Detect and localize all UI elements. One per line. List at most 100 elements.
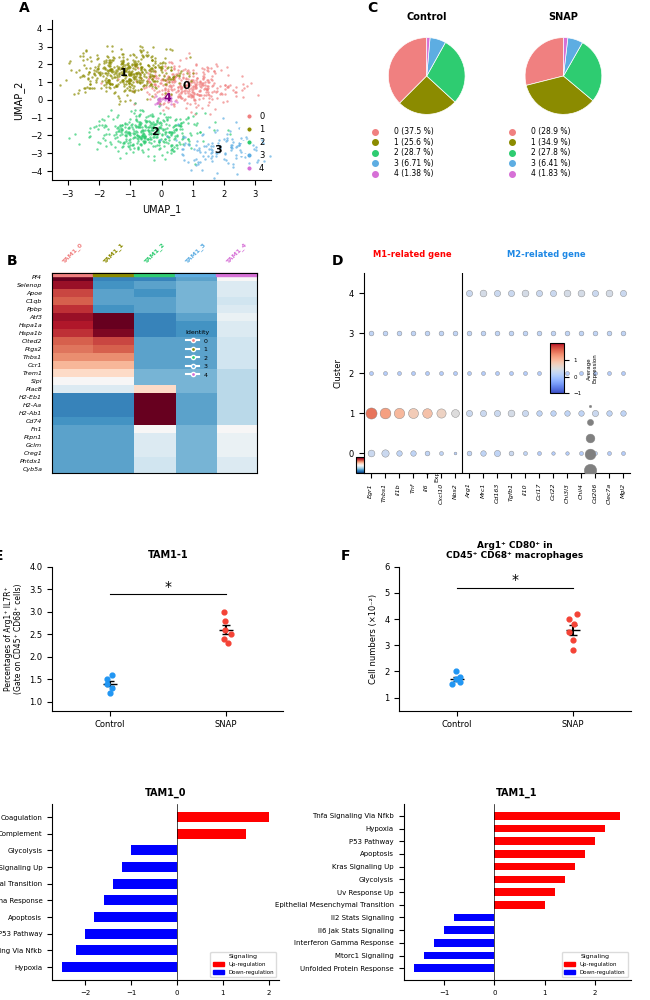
Point xyxy=(96,117,107,133)
Point xyxy=(105,56,116,72)
Point xyxy=(176,79,187,95)
Point xyxy=(188,88,199,104)
Point xyxy=(137,49,148,65)
Text: M2-related gene: M2-related gene xyxy=(507,250,586,259)
Point xyxy=(100,83,110,99)
Point xyxy=(127,119,137,135)
Point xyxy=(120,115,131,131)
Point xyxy=(436,445,446,461)
Point xyxy=(176,141,187,157)
Point xyxy=(131,59,142,75)
Point xyxy=(126,72,136,88)
Point xyxy=(158,90,168,106)
Point xyxy=(492,365,502,381)
Point xyxy=(86,80,97,96)
Point xyxy=(101,74,112,90)
Point xyxy=(148,129,159,145)
Point xyxy=(209,63,220,79)
Point xyxy=(55,77,66,93)
Point xyxy=(153,70,163,86)
Point xyxy=(220,145,230,161)
Point xyxy=(101,138,111,154)
Point xyxy=(195,83,205,99)
Point xyxy=(120,60,130,76)
Point xyxy=(114,93,125,109)
Point xyxy=(114,117,125,133)
Point xyxy=(209,83,219,99)
Point xyxy=(202,59,213,75)
Point xyxy=(183,83,194,99)
Point xyxy=(144,119,154,135)
Point xyxy=(146,135,156,151)
Point xyxy=(104,54,114,70)
Point xyxy=(155,93,165,109)
Point xyxy=(130,61,140,77)
Point xyxy=(194,83,204,99)
Point xyxy=(140,134,150,150)
Point xyxy=(190,72,201,88)
Point xyxy=(408,445,418,461)
Point xyxy=(152,94,162,110)
Point xyxy=(129,56,139,72)
Point xyxy=(118,63,128,79)
Point xyxy=(237,68,248,84)
Text: A: A xyxy=(19,1,30,15)
Point xyxy=(159,89,170,105)
Point xyxy=(562,365,573,381)
Point xyxy=(506,365,516,381)
Point xyxy=(178,147,188,163)
Point xyxy=(181,83,192,99)
Point xyxy=(131,73,142,89)
Bar xyxy=(94,912,177,922)
Point xyxy=(166,71,176,87)
Point xyxy=(246,134,256,150)
Point xyxy=(148,57,158,73)
Point xyxy=(107,43,117,59)
Text: TAM1_3: TAM1_3 xyxy=(184,242,207,265)
Point xyxy=(197,100,207,116)
Point xyxy=(164,69,174,85)
Point xyxy=(147,48,157,64)
Point xyxy=(275,147,285,163)
Point xyxy=(181,70,192,86)
Point xyxy=(132,65,142,81)
Point xyxy=(506,325,516,341)
Point xyxy=(118,54,128,70)
Point xyxy=(89,80,99,96)
Point xyxy=(157,86,168,102)
Point xyxy=(148,152,159,168)
Point xyxy=(90,72,101,88)
Bar xyxy=(444,926,495,934)
Point xyxy=(103,63,113,79)
Point xyxy=(190,78,200,94)
Point xyxy=(154,59,164,75)
Point xyxy=(88,66,99,82)
Point xyxy=(618,285,629,301)
Point xyxy=(172,116,183,132)
Point xyxy=(422,325,432,341)
Point xyxy=(194,74,205,90)
Point xyxy=(109,59,120,75)
Point xyxy=(150,79,161,95)
Point xyxy=(128,80,138,96)
Text: TAM1_4: TAM1_4 xyxy=(226,242,248,265)
Point xyxy=(173,82,183,98)
Point xyxy=(157,77,168,93)
Point xyxy=(152,95,162,111)
Point xyxy=(124,92,135,108)
Point xyxy=(120,70,131,86)
Point xyxy=(116,64,127,80)
Point xyxy=(137,128,148,144)
Point xyxy=(140,109,151,125)
Point xyxy=(196,87,206,103)
Point xyxy=(162,70,172,86)
Point xyxy=(153,83,164,99)
Point xyxy=(128,60,138,76)
Point xyxy=(217,86,228,102)
Point xyxy=(106,102,116,118)
Point xyxy=(120,83,130,99)
Point xyxy=(88,119,99,135)
Point xyxy=(85,80,96,96)
Point xyxy=(125,65,136,81)
Point xyxy=(190,156,200,172)
